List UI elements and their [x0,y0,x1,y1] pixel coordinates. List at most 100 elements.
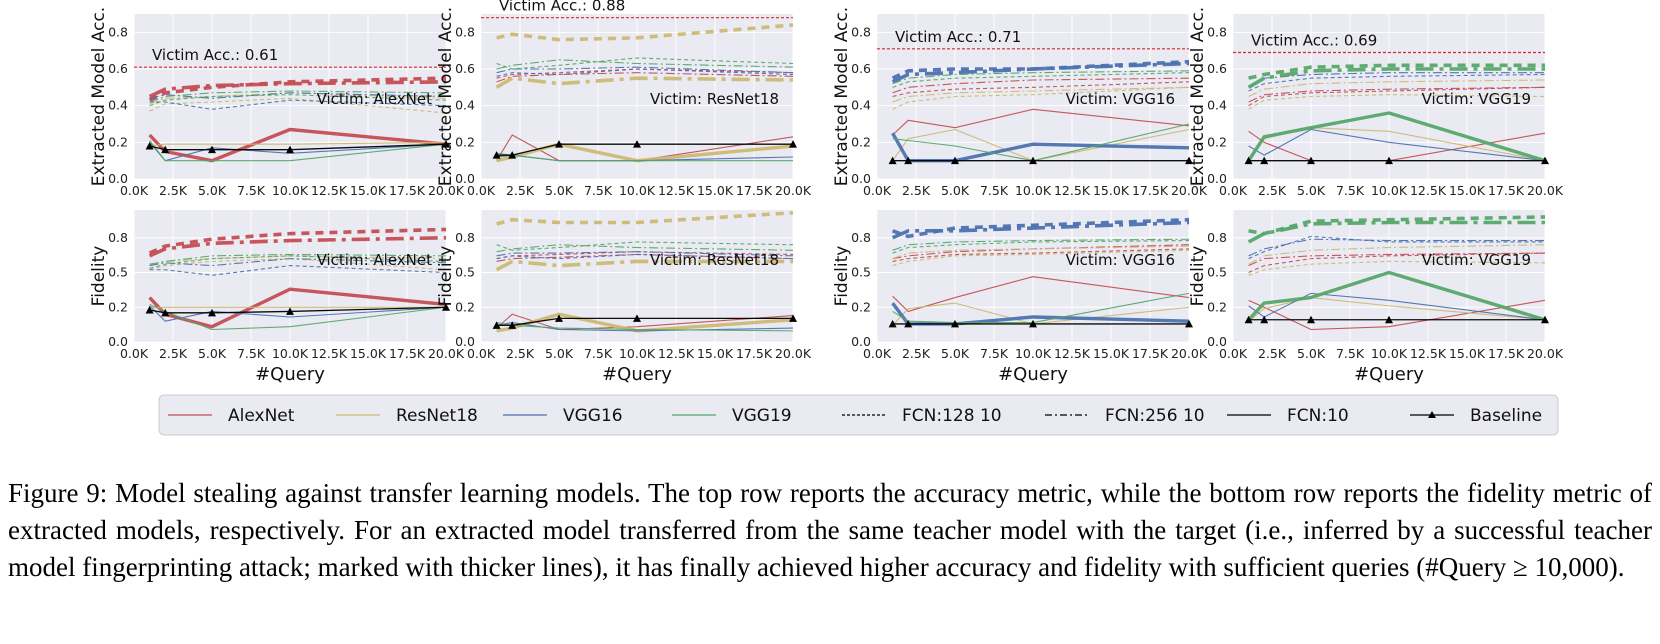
series-line-alexnet-fcn-256-10 [148,235,447,258]
subplot-1-2: 0.0K 2.5K 5.0K 7.5K 10.0K 12.5K 15.0K 17.5K 20.0… [832,210,1208,385]
subplot-1-3: 0.0K 2.5K 5.0K 7.5K 10.0K 12.5K 15.0K 17.5K 20.0… [1188,210,1564,385]
x-tick-label: 2.5K [902,183,931,198]
x-tick-label: 5.0K [1297,346,1326,361]
baseline-marker [633,140,641,148]
series-line-vgg19-fcn-256-10 [149,90,447,103]
y-tick-label: 0.8 [455,230,475,245]
baseline-marker [1307,156,1315,165]
baseline-marker [1541,156,1549,165]
x-tick-label: 12.5K [1410,346,1447,361]
baseline-marker [1385,315,1393,324]
series-line-vgg16-fcn-128-10 [1248,73,1546,92]
x-tick-label: 7.5K [980,346,1009,361]
series-line-vgg19-fcn-10 [1247,111,1546,163]
x-tick-label: 10.0K [1371,346,1408,361]
series-line-vgg16-fcn-128-10 [496,68,794,77]
x-tick-label: 12.5K [658,183,695,198]
legend-label: FCN:128 10 [902,406,1002,426]
x-tick-label: 15.0K [1093,346,1130,361]
x-tick-label: 20.0K [1171,183,1208,198]
series-line-alexnet-fcn-10 [892,276,1190,312]
x-tick-label: 2.5K [159,346,188,361]
baseline-marker [951,319,959,328]
legend-marker [1428,411,1436,418]
y-tick-label: 0.2 [851,134,871,149]
subplot-0-3: 0.0K 2.5K 5.0K 7.5K 10.0K 12.5K 15.0K 17.5K 20.0… [1188,7,1564,198]
victim-accuracy-label: Victim Acc.: 0.88 [499,0,625,15]
baseline-marker [1260,315,1269,324]
series-line-vgg19-fcn-256-10 [892,70,1190,85]
x-tick-label: 20.0K [428,183,465,198]
y-tick-label: 0.8 [108,230,128,245]
series-line-alexnet-fcn-128-10 [496,68,794,79]
x-tick-label: 7.5K [980,183,1009,198]
baseline-marker [888,319,897,328]
series-line-vgg19-fcn-256-10 [149,253,447,265]
series-line-vgg19-fcn-256-10 [496,59,794,70]
subplot-1-1: 0.0K 2.5K 5.0K 7.5K 10.0K 12.5K 15.0K 17.5K 20.0… [436,210,812,385]
y-tick-label: 0.0 [1207,171,1227,186]
y-tick-label: 0.2 [1207,299,1227,314]
subplot-0-1: 0.0K 2.5K 5.0K 7.5K 10.0K 12.5K 15.0K 17.5K 20.0… [436,0,812,198]
baseline-marker [508,321,517,329]
x-tick-label: 7.5K [237,183,266,198]
victim-name-label: Victim: VGG16 [1066,251,1175,269]
figure-grid: 0.0K 2.5K 5.0K 7.5K 10.0K 12.5K 15.0K 17.5K 20.0… [89,0,1564,436]
x-tick-label: 10.0K [1371,183,1408,198]
legend-item-resnet18: ResNet18 [336,406,478,426]
series-line-vgg19-fcn-256-10 [1247,220,1545,244]
x-axis-label: #Query [1354,364,1424,385]
legend-item-vgg19: VGG19 [672,406,792,426]
baseline-marker [508,151,517,159]
y-tick-label: 0.0 [108,171,128,186]
x-tick-label: 0.0K [863,346,892,361]
series-line-vgg19-fcn-10 [149,140,447,162]
y-axis-label: Fidelity [832,246,852,307]
series-line-alexnet-fcn-128-10 [892,248,1190,262]
baseline-marker [904,156,913,165]
x-tick-label: 15.0K [350,183,387,198]
series-line-resnet18-fcn-10 [149,141,447,147]
legend-label: ResNet18 [396,406,478,426]
y-axis-label: Extracted Model Acc. [436,7,456,186]
y-tick-label: 0.2 [455,134,475,149]
series-line-vgg19-fcn-256-10 [892,238,1190,251]
baseline-marker [161,308,170,317]
baseline-marker [633,314,641,322]
x-tick-label: 2.5K [902,346,931,361]
x-tick-label: 7.5K [1336,183,1365,198]
y-tick-label: 0.4 [1207,98,1227,113]
victim-name-label: Victim: VGG19 [1422,90,1531,108]
x-tick-label: 17.5K [389,346,426,361]
y-tick-label: 0.2 [108,299,128,314]
x-tick-label: 0.0K [1219,183,1248,198]
series-line-vgg16-fcn-10 [1248,292,1546,321]
series-line-vgg19-fcn-128-10 [892,240,1190,254]
series-line-resnet18-fcn-256-10 [495,259,793,272]
y-axis-label: Extracted Model Acc. [89,7,109,186]
x-tick-label: 17.5K [736,183,773,198]
x-tick-label: 15.0K [1449,346,1486,361]
x-tick-label: 7.5K [584,346,613,361]
series-line-vgg19-fcn-128-10 [149,255,447,269]
x-tick-label: 12.5K [658,346,695,361]
x-tick-label: 5.0K [1297,183,1326,198]
legend-label: AlexNet [228,406,295,426]
series-line-vgg19-fcn-10 [892,123,1190,162]
y-tick-label: 0.6 [108,61,128,76]
series-line-resnet18-fcn-128-10 [149,97,447,114]
series-line-vgg16-fcn-10 [1248,128,1546,162]
series-line-resnet18-fcn-10 [892,128,1190,162]
series-line-vgg19-fcn-128-10 [496,57,794,70]
series-line-vgg19-fcn-256-10 [1247,67,1545,89]
baseline-marker [951,156,959,165]
x-tick-label: 15.0K [697,346,734,361]
y-tick-label: 0.4 [851,98,871,113]
x-tick-label: 10.0K [619,183,656,198]
legend: AlexNet ResNet18 VGG16 VGG19 FCN:128 10 FCN:2… [158,394,1559,436]
series-line-resnet18-fcn-128-10 [496,23,794,42]
x-tick-label: 0.0K [120,183,149,198]
y-tick-label: 0.6 [1207,61,1227,76]
x-tick-label: 20.0K [1527,346,1564,361]
x-tick-label: 12.5K [1054,346,1091,361]
